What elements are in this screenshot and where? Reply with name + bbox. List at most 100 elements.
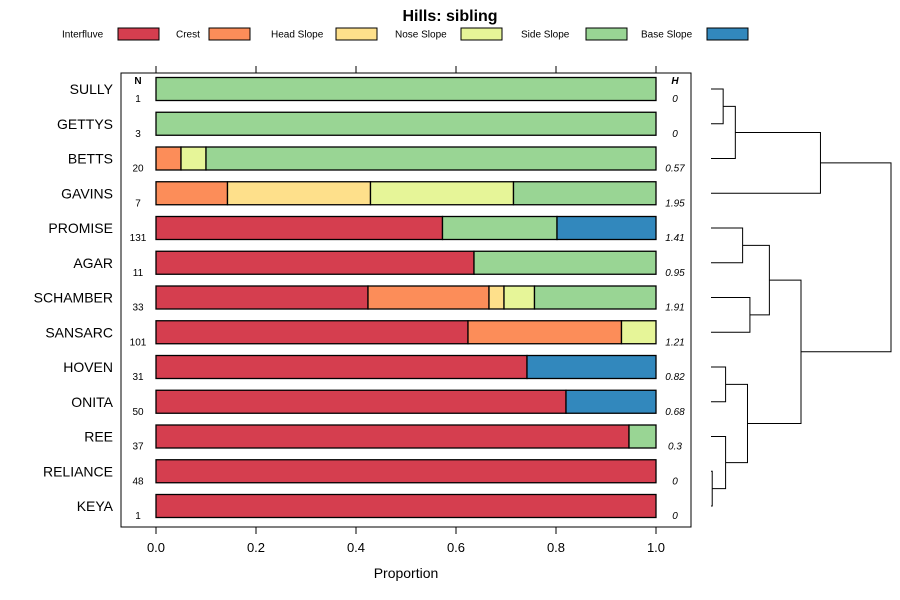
x-tick-label: 0.4	[347, 540, 365, 555]
n-value: 33	[132, 303, 144, 314]
bar-segment-interfluve	[155, 389, 567, 414]
legend-item-side-slope: Side Slope	[521, 27, 628, 41]
bar-segment-nose-slope	[369, 181, 515, 206]
bar-segment-interfluve	[155, 285, 369, 310]
bar-segment-base-slope	[526, 354, 657, 380]
dendrogram-branch	[747, 279, 802, 424]
bar-segment-interfluve	[155, 250, 475, 275]
dendrogram-branch	[725, 383, 748, 464]
chart-title: Hills: sibling	[402, 8, 497, 25]
row-ree: REE 37 0.3	[84, 424, 682, 453]
legend-swatch	[585, 27, 628, 41]
n-value: 7	[135, 198, 141, 209]
bar-segment-side-slope	[155, 111, 657, 136]
category-label: SANSARC	[45, 324, 113, 340]
dendrogram-branch	[711, 105, 736, 159]
row-keya: KEYA 1 0	[77, 493, 678, 522]
x-axis-label: Proportion	[374, 565, 439, 581]
h-value: 1.21	[665, 337, 684, 348]
h-value: 0	[672, 476, 678, 487]
x-tick-label: 1.0	[647, 540, 665, 555]
n-value: 20	[132, 164, 144, 175]
category-label: ONITA	[71, 394, 113, 410]
bar-segment-crest	[467, 320, 623, 345]
legend-swatch	[706, 27, 749, 41]
dendrogram-branch	[711, 297, 751, 333]
row-gettys: GETTYS 3 0	[57, 111, 678, 140]
n-value: 50	[132, 407, 144, 418]
legend-item-interfluve: Interfluve	[62, 27, 160, 41]
legend-label: Nose Slope	[395, 30, 447, 41]
plot-frame	[120, 72, 692, 528]
legend-swatch	[208, 27, 251, 41]
bar-segment-side-slope	[628, 424, 657, 449]
bar-segment-interfluve	[155, 424, 630, 449]
dendrogram-branch	[801, 162, 892, 353]
category-label: BETTS	[68, 151, 113, 167]
row-sansarc: SANSARC 101 1.21	[45, 320, 685, 348]
n-value: 3	[135, 129, 141, 140]
dendrogram-branch	[711, 470, 713, 507]
h-value: 0.95	[665, 268, 685, 279]
bar-segment-interfluve	[155, 215, 444, 241]
dendrogram-branch	[711, 366, 727, 403]
bar-segment-base-slope	[565, 389, 657, 414]
row-hoven: HOVEN 31 0.82	[63, 354, 685, 383]
row-schamber: SCHAMBER 33 1.91	[34, 285, 685, 314]
bar-segment-head-slope	[226, 181, 372, 206]
chart-rows: SULLY 1 0 GETTYS 3 0 BETTS 20 0.57 GAVINS 7 1.95 PRO…	[34, 76, 685, 522]
bar-segment-nose-slope	[503, 285, 536, 310]
bar-segment-side-slope	[155, 76, 657, 102]
legend-item-base-slope: Base Slope	[641, 27, 749, 41]
category-label: SCHAMBER	[34, 290, 113, 306]
bar-segment-side-slope	[512, 181, 657, 206]
dendrogram-branch	[711, 436, 727, 490]
bar-segment-head-slope	[488, 285, 505, 310]
h-header: H	[671, 76, 679, 87]
bar-segment-side-slope	[441, 215, 558, 241]
n-value: 48	[132, 476, 144, 487]
legend-swatch	[335, 27, 378, 41]
h-value: 0.68	[665, 407, 685, 418]
row-gavins: GAVINS 7 1.95	[61, 181, 685, 209]
category-label: REE	[84, 429, 113, 445]
bar-segment-crest	[155, 181, 229, 206]
dendrogram-branch	[711, 227, 744, 264]
category-label: SULLY	[70, 81, 114, 97]
bar-segment-crest	[155, 146, 182, 171]
h-value: 0.57	[665, 164, 685, 175]
x-tick-label: 0.8	[547, 540, 565, 555]
bar-segment-side-slope	[473, 250, 657, 275]
n-value: 37	[132, 442, 144, 453]
h-value: 1.41	[665, 233, 684, 244]
bar-segment-side-slope	[205, 146, 657, 171]
h-value: 0.82	[665, 372, 685, 383]
row-agar: AGAR 11 0.95	[73, 250, 685, 279]
h-value: 1.95	[665, 198, 685, 209]
legend-label: Side Slope	[521, 30, 570, 41]
dendrogram-branch	[742, 244, 770, 316]
n-value: 131	[130, 233, 147, 244]
dendrogram-branch	[711, 88, 724, 125]
bar-segment-interfluve	[155, 320, 469, 345]
top-axis-ticks	[155, 66, 657, 73]
legend-label: Crest	[176, 30, 200, 41]
row-reliance: RELIANCE 48 0	[43, 459, 678, 487]
category-label: GAVINS	[61, 185, 113, 201]
category-label: KEYA	[77, 498, 114, 514]
n-value: 11	[133, 268, 144, 279]
legend-swatch	[117, 27, 160, 41]
category-label: GETTYS	[57, 116, 113, 132]
h-value: 0	[672, 129, 678, 140]
h-value: 0	[672, 511, 678, 522]
legend-item-crest: Crest	[176, 27, 251, 41]
bar-segment-nose-slope	[180, 146, 207, 171]
x-tick-label: 0.6	[447, 540, 465, 555]
h-value: 0	[672, 94, 678, 105]
h-value: 0.3	[668, 442, 682, 453]
bar-segment-crest	[367, 285, 490, 310]
n-value: 31	[132, 372, 144, 383]
legend-swatch	[460, 27, 503, 41]
legend-item-head-slope: Head Slope	[271, 27, 378, 41]
